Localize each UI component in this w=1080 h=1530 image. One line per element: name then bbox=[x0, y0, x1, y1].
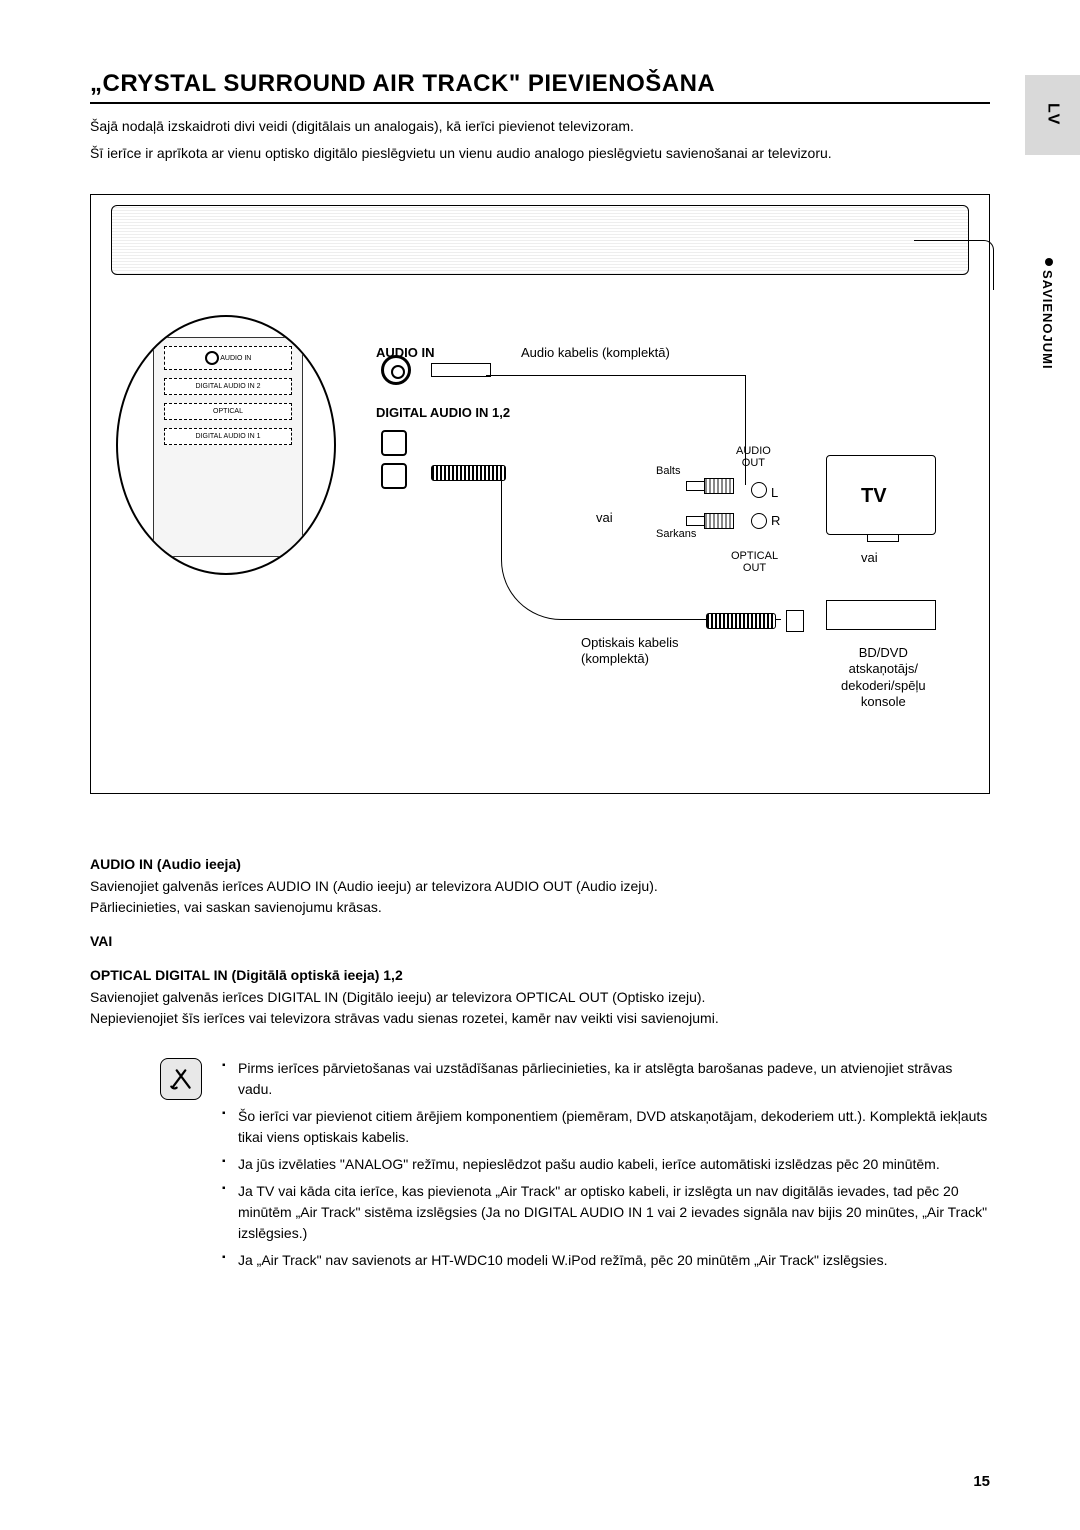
panel-digital-2: DIGITAL AUDIO IN 2 bbox=[164, 378, 292, 395]
label-or-1: vai bbox=[596, 510, 613, 525]
rear-panel: AUDIO IN DIGITAL AUDIO IN 2 OPTICAL DIGI… bbox=[153, 337, 303, 557]
language-tab-label: LV bbox=[1044, 103, 1062, 126]
label-or-2: vai bbox=[861, 550, 878, 565]
label-optical-out: OPTICAL OUT bbox=[731, 550, 778, 574]
heading-optical: OPTICAL DIGITAL IN (Digitālā optiskā iee… bbox=[90, 965, 990, 985]
port-detail-callout: AUDIO IN DIGITAL AUDIO IN 2 OPTICAL DIGI… bbox=[116, 315, 336, 575]
instructions-block: AUDIO IN (Audio ieeja) Savienojiet galve… bbox=[90, 854, 990, 1028]
label-optical-cable: Optiskais kabelis (komplektā) bbox=[581, 635, 679, 666]
label-digital-audio-in: DIGITAL AUDIO IN 1,2 bbox=[376, 405, 510, 420]
audio-cable-wire bbox=[486, 375, 746, 485]
note-icon bbox=[160, 1058, 202, 1100]
intro-block: Šajā nodaļā izskaidroti divi veidi (digi… bbox=[90, 116, 990, 164]
optical-port-2-icon bbox=[381, 463, 407, 489]
bd-dvd-player-icon bbox=[826, 600, 936, 630]
label-audio-in: AUDIO IN bbox=[376, 345, 435, 360]
note-item: Šo ierīci var pievienot citiem ārējiem k… bbox=[222, 1106, 990, 1148]
label-audio-cable: Audio kabelis (komplektā) bbox=[521, 345, 670, 360]
optical-port-1-icon bbox=[381, 430, 407, 456]
text-optical-1: Savienojiet galvenās ierīces DIGITAL IN … bbox=[90, 987, 990, 1007]
note-item: Ja TV vai kāda cita ierīce, kas pievieno… bbox=[222, 1181, 990, 1244]
optical-plug-end-icon bbox=[706, 613, 776, 629]
label-l: L bbox=[771, 485, 778, 500]
panel-audio-in: AUDIO IN bbox=[164, 346, 292, 370]
heading-vai: VAI bbox=[90, 931, 990, 951]
note-item: Ja „Air Track" nav savienots ar HT-WDC10… bbox=[222, 1250, 990, 1271]
label-audio-out: AUDIO OUT bbox=[736, 445, 771, 469]
optical-out-port-icon bbox=[786, 610, 804, 632]
label-r: R bbox=[771, 513, 780, 528]
soundbar-illustration bbox=[111, 205, 969, 275]
connection-diagram: AUDIO IN DIGITAL AUDIO IN 2 OPTICAL DIGI… bbox=[90, 194, 990, 794]
text-audio-in-2: Pārliecinieties, vai saskan savienojumu … bbox=[90, 897, 990, 917]
label-tv: TV bbox=[861, 485, 887, 508]
panel-optical: OPTICAL bbox=[164, 403, 292, 420]
intro-line-1: Šajā nodaļā izskaidroti divi veidi (digi… bbox=[90, 116, 990, 137]
heading-audio-in: AUDIO IN (Audio ieeja) bbox=[90, 854, 990, 874]
page-number: 15 bbox=[973, 1473, 990, 1490]
note-item: Pirms ierīces pārvietošanas vai uzstādīš… bbox=[222, 1058, 990, 1100]
text-optical-2: Nepievienojiet šīs ierīces vai televizor… bbox=[90, 1008, 990, 1028]
side-bullet bbox=[1045, 258, 1053, 266]
intro-line-2: Šī ierīce ir aprīkota ar vienu optisko d… bbox=[90, 143, 990, 164]
label-red: Sarkans bbox=[656, 528, 696, 540]
note-list: Pirms ierīces pārvietošanas vai uzstādīš… bbox=[222, 1058, 990, 1277]
label-white: Balts bbox=[656, 465, 680, 477]
section-side-label: SAVIENOJUMI bbox=[1040, 270, 1055, 370]
note-block: Pirms ierīces pārvietošanas vai uzstādīš… bbox=[90, 1058, 990, 1277]
audio-plug-icon bbox=[431, 363, 491, 377]
panel-digital-1: DIGITAL AUDIO IN 1 bbox=[164, 428, 292, 445]
text-audio-in-1: Savienojiet galvenās ierīces AUDIO IN (A… bbox=[90, 876, 990, 896]
page-title: „CRYSTAL SURROUND AIR TRACK" PIEVIENOŠAN… bbox=[90, 70, 990, 104]
label-bd-dvd: BD/DVD atskaņotājs/ dekoderi/spēļu konso… bbox=[841, 645, 926, 710]
language-tab: LV bbox=[1025, 75, 1080, 155]
note-item: Ja jūs izvēlaties "ANALOG" režīmu, nepie… bbox=[222, 1154, 990, 1175]
power-cord bbox=[914, 240, 994, 290]
